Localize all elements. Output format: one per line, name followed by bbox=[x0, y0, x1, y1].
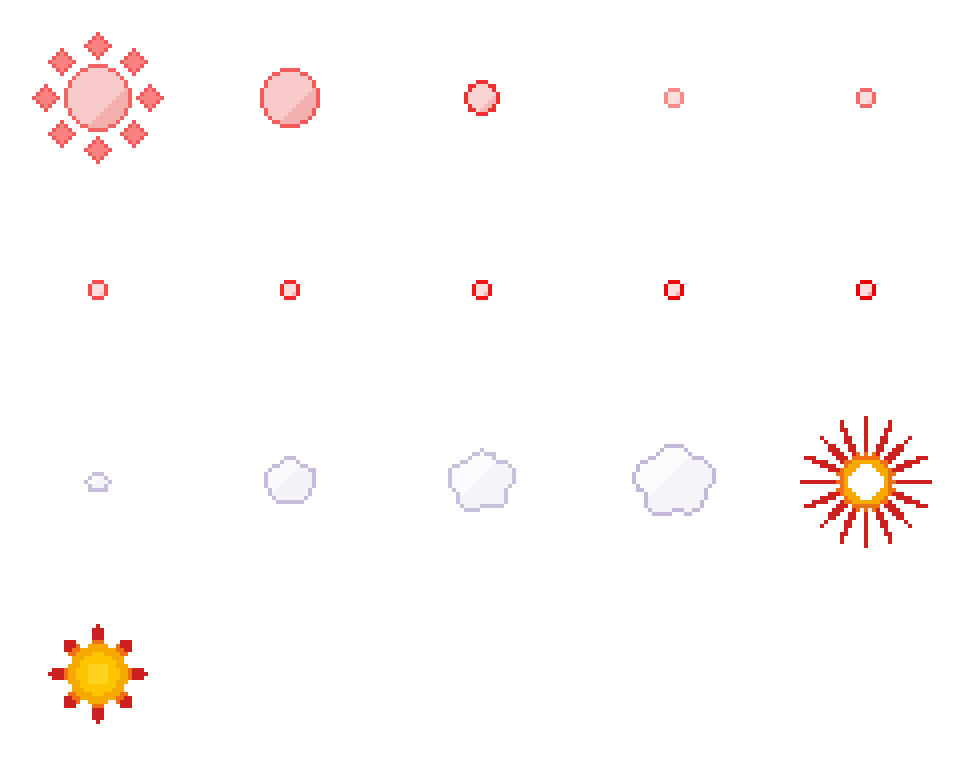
explosion-burst-large-sprite bbox=[792, 408, 936, 552]
pink-orb-with-radiating-particles-sprite bbox=[20, 20, 172, 172]
smoke-puff-frame-2-sprite bbox=[240, 432, 336, 528]
explosion-burst-compact-sprite bbox=[40, 616, 152, 728]
pink-orb-tiny-sprite bbox=[844, 76, 884, 116]
red-dot-frame-2-sprite bbox=[268, 268, 308, 308]
red-dot-frame-3-sprite bbox=[460, 268, 500, 308]
pink-orb-large-sprite bbox=[248, 56, 328, 136]
smoke-puff-frame-1-sprite bbox=[64, 448, 128, 512]
red-dot-frame-1-sprite bbox=[76, 268, 116, 308]
red-dot-frame-5-sprite bbox=[844, 268, 884, 308]
pink-orb-medium-sprite bbox=[452, 68, 508, 124]
smoke-puff-frame-3-sprite bbox=[424, 424, 536, 536]
smoke-puff-frame-4-sprite bbox=[612, 420, 732, 540]
red-dot-frame-4-sprite bbox=[652, 268, 692, 308]
pink-orb-small-sprite bbox=[652, 76, 692, 116]
